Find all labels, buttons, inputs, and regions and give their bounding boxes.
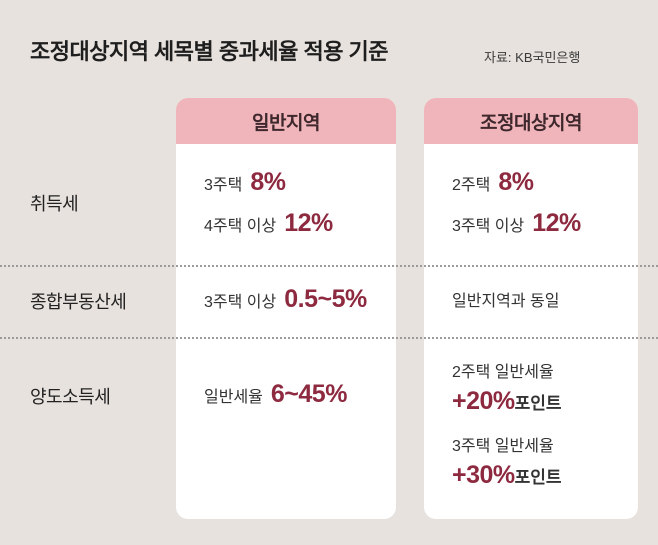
page-title: 조정대상지역 세목별 중과세율 적용 기준 — [30, 39, 389, 64]
tax-rate-value: +30% — [452, 461, 515, 489]
tax-rate-value: 8% — [250, 168, 286, 196]
tax-rate-entry: 3주택 일반세율 +30%포인트 — [452, 436, 638, 494]
cell-adjusted-acquisition: 2주택 8% 3주택 이상 12% — [424, 144, 638, 265]
tax-condition-label: 2주택 일반세율 — [452, 364, 554, 381]
column-general-area: 일반지역 3주택 8% 4주택 이상 12% 3주택 이상 0.5~5% 일반세율 6~… — [176, 98, 396, 519]
row-label-capital-gains-tax: 양도소득세 — [30, 387, 111, 407]
row-label-acquisition-tax: 취득세 — [30, 194, 79, 214]
tax-rate-value: 8% — [498, 168, 534, 196]
row-divider-dotted — [0, 337, 658, 339]
tax-rate-line: 3주택 이상 12% — [452, 208, 638, 242]
column-adjustment-target-area: 조정대상지역 2주택 8% 3주택 이상 12% 일반지역과 동일 2주택 일반세율… — [424, 98, 638, 519]
tax-condition-label: 3주택 이상 — [452, 218, 525, 235]
row-divider-dotted — [0, 265, 658, 267]
tax-rate-line: 3주택 8% — [204, 167, 396, 201]
tax-rate-value: 6~45% — [270, 380, 348, 408]
tax-rate-entry: 2주택 일반세율 +20%포인트 — [452, 362, 638, 420]
source-label: 자료: KB국민은행 — [484, 50, 581, 65]
tax-rate-line: 일반세율 6~45% — [204, 379, 396, 413]
points-unit-label: 포인트 — [514, 394, 562, 413]
tax-rate-value: 0.5~5% — [284, 285, 367, 313]
cell-adjusted-comprehensive: 일반지역과 동일 — [424, 265, 638, 337]
tax-rate-line: +30%포인트 — [452, 460, 638, 494]
tax-condition-label: 일반세율 — [204, 389, 263, 406]
tax-rate-line: 2주택 8% — [452, 167, 638, 201]
tax-condition-label: 2주택 — [452, 177, 491, 194]
tax-rate-line: 4주택 이상 12% — [204, 208, 396, 242]
tax-rate-line: 일반지역과 동일 — [452, 286, 638, 317]
tax-rate-value: +20% — [452, 387, 515, 415]
tax-rate-value: 12% — [284, 209, 333, 237]
cell-general-comprehensive: 3주택 이상 0.5~5% — [176, 265, 396, 337]
tax-rate-value: 12% — [532, 209, 581, 237]
tax-condition-label: 3주택 — [204, 177, 243, 194]
column-header-adjustment-target-area: 조정대상지역 — [424, 98, 638, 144]
tax-condition-label: 4주택 이상 — [204, 218, 277, 235]
tax-rate-line: 3주택 이상 0.5~5% — [204, 284, 396, 318]
column-header-general-area: 일반지역 — [176, 98, 396, 144]
points-unit-label: 포인트 — [514, 468, 562, 487]
cell-general-acquisition: 3주택 8% 4주택 이상 12% — [176, 144, 396, 265]
tax-condition-label: 3주택 일반세율 — [452, 438, 554, 455]
cell-general-transfer: 일반세율 6~45% — [176, 337, 396, 519]
tax-condition-label: 3주택 이상 — [204, 294, 277, 311]
same-as-general-label: 일반지역과 동일 — [452, 292, 560, 310]
row-label-comprehensive-real-estate-tax: 종합부동산세 — [30, 292, 127, 312]
cell-adjusted-transfer: 2주택 일반세율 +20%포인트 3주택 일반세율 +30%포인트 — [424, 337, 638, 519]
tax-rate-line: +20%포인트 — [452, 386, 638, 420]
